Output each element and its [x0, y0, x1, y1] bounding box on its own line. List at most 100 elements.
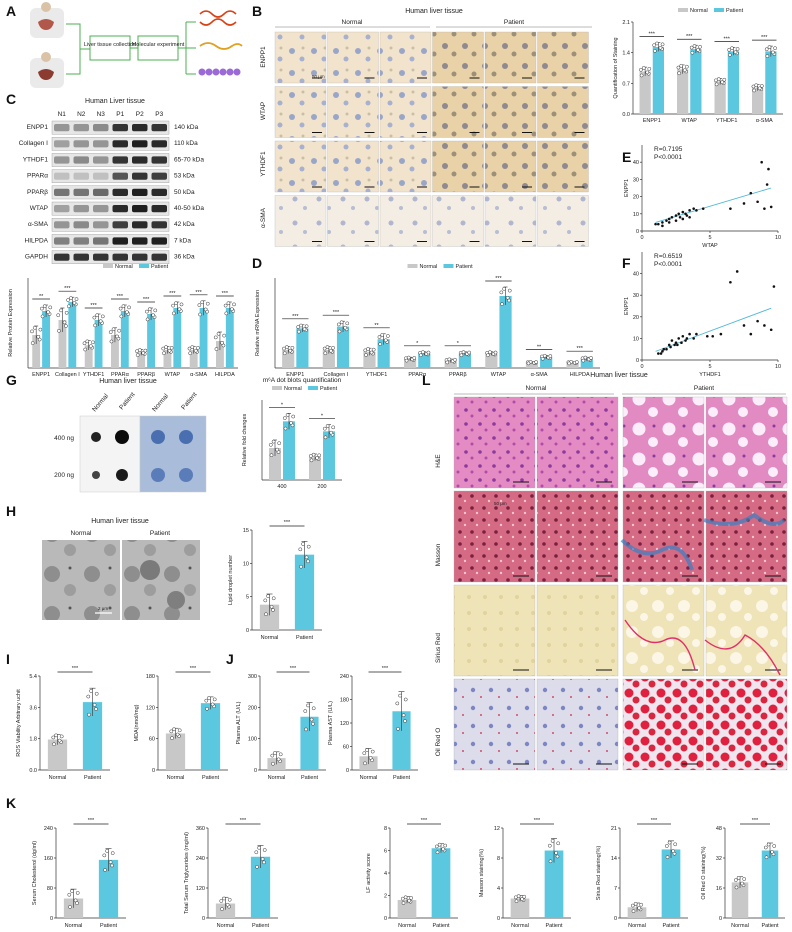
panel-h-title: Human liver tissue — [91, 518, 149, 525]
chart-b-quantification: 0.0 0.7 1.4 2.1 Quantification of Staining No… — [613, 8, 783, 124]
scatter-point — [735, 270, 739, 273]
protein-label: YTHDF1 — [23, 156, 49, 163]
blot-band — [73, 253, 89, 261]
blot-band — [93, 237, 109, 245]
data-point — [339, 320, 344, 325]
data-point — [164, 345, 168, 349]
data-point — [283, 426, 288, 431]
data-point — [263, 598, 268, 603]
ihc-image-tile — [484, 140, 537, 193]
data-point — [522, 894, 527, 899]
panel-c-title: Human Liver tissue — [85, 98, 145, 105]
legend-swatch-normal — [103, 264, 113, 268]
data-point — [426, 350, 431, 355]
bar-patient — [544, 850, 564, 918]
data-point — [66, 298, 70, 302]
ihc-image-tile — [537, 86, 589, 138]
data-point — [143, 348, 148, 353]
blot-band — [132, 172, 148, 180]
data-point — [40, 306, 44, 311]
lane-label: N1 — [58, 111, 67, 118]
x-tick-label: 0 — [640, 235, 643, 241]
data-point — [631, 909, 636, 913]
data-point — [304, 555, 309, 560]
panel-d-label: D — [252, 255, 262, 271]
correlation-p: P<0.0001 — [654, 154, 682, 161]
scatter-point — [661, 224, 664, 228]
scatter-point — [667, 343, 671, 347]
data-point — [190, 345, 195, 349]
ihc-row-label-enpp1: ENPP1 — [260, 46, 267, 68]
histology-image-tile — [536, 396, 619, 489]
data-point — [652, 43, 657, 48]
data-point — [728, 53, 732, 57]
data-point — [198, 312, 202, 317]
scatter-point — [674, 219, 678, 222]
x-tick-label: α-SMA — [756, 118, 773, 124]
blot-band — [151, 124, 167, 132]
y-tick-label: 0.0 — [29, 768, 37, 774]
data-point — [226, 301, 231, 306]
data-point — [742, 877, 747, 881]
blot-band — [93, 124, 109, 132]
data-point — [276, 757, 281, 762]
data-point — [435, 850, 440, 855]
data-point — [733, 50, 738, 54]
data-point — [121, 304, 126, 309]
legend-swatch-normal — [678, 8, 688, 12]
scatter-point — [673, 343, 676, 347]
y-tick-label: 0 — [346, 768, 349, 774]
dot-blot-membrane — [79, 415, 141, 493]
data-point — [370, 749, 375, 754]
bar-patient — [418, 353, 431, 368]
data-point — [437, 842, 442, 847]
data-point — [500, 302, 504, 306]
y-tick-label: 0 — [202, 916, 205, 922]
x-tick-label: Normal — [360, 775, 378, 781]
data-point — [111, 327, 116, 332]
data-point — [83, 347, 88, 352]
x-tick-label: Patient — [432, 923, 450, 929]
data-point — [363, 761, 367, 766]
y-axis-label: Masson staining(%) — [479, 849, 485, 897]
data-point — [331, 425, 336, 430]
legend-swatch-patient — [443, 264, 454, 268]
bar-patient — [296, 328, 309, 368]
bar-patient — [200, 703, 221, 770]
y-tick-label: 10 — [633, 336, 639, 342]
data-point — [64, 324, 68, 328]
data-point — [311, 452, 316, 457]
scatter-point — [681, 334, 685, 338]
bar-patient — [283, 421, 295, 480]
data-point — [441, 847, 445, 852]
data-point — [51, 735, 56, 740]
data-point — [380, 333, 385, 337]
data-point — [110, 851, 115, 855]
collagen-fiber-blue — [620, 512, 786, 571]
blot-band — [54, 124, 70, 132]
x-tick-label: YTHDF1 — [716, 118, 737, 124]
scatter-point — [680, 341, 683, 345]
data-point — [404, 358, 409, 363]
x-tick-label: Normal — [217, 923, 235, 929]
dot-blot-normal-2: Normal — [151, 392, 170, 413]
data-point — [689, 45, 694, 50]
scatter-point — [665, 347, 668, 351]
data-point — [170, 736, 174, 740]
data-point — [70, 889, 74, 893]
y-tick-label: 10 — [633, 212, 639, 218]
data-point — [188, 351, 193, 356]
y-axis-label: MDA(nmol/mg) — [134, 704, 140, 741]
data-point — [730, 46, 734, 51]
histology-image-tile — [453, 678, 536, 771]
data-point — [301, 542, 305, 546]
data-point — [447, 357, 452, 362]
data-point — [637, 906, 641, 910]
data-point — [271, 608, 275, 612]
data-point — [288, 348, 293, 353]
scatter-point — [657, 222, 660, 226]
y-tick-label: 3.6 — [29, 705, 37, 711]
data-point — [296, 325, 301, 329]
bar-patient — [94, 320, 103, 368]
histology-image-tile — [453, 584, 536, 677]
